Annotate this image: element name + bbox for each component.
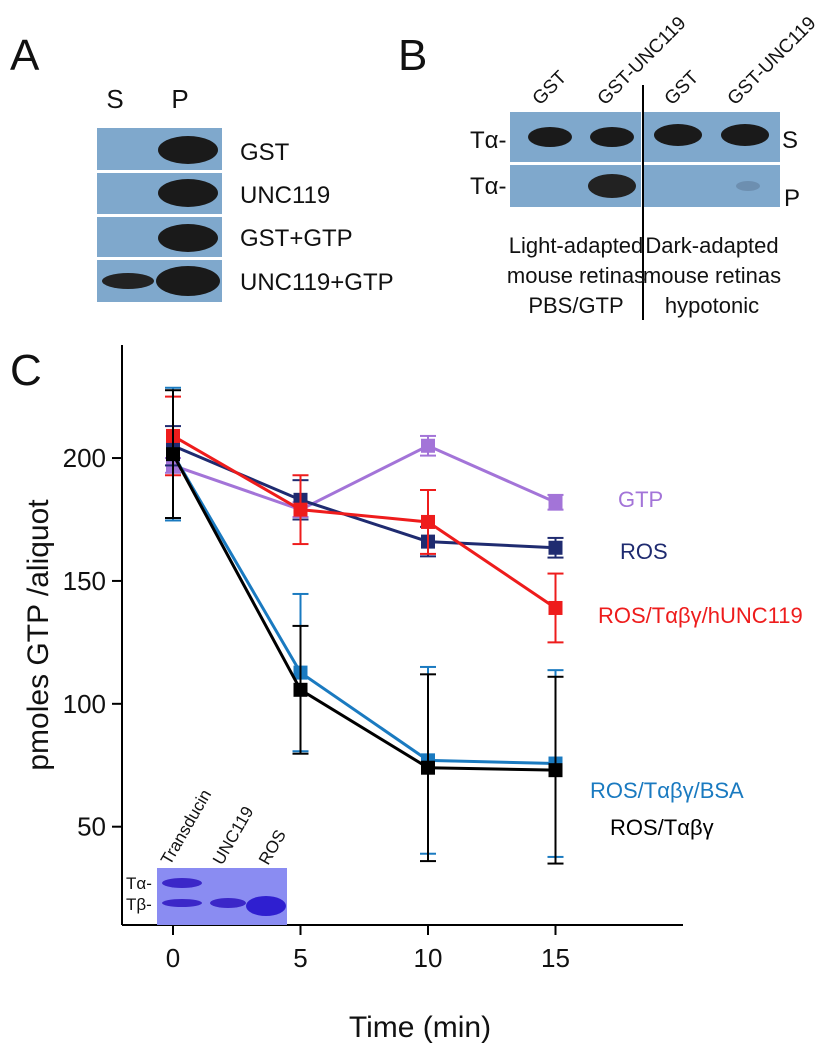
row-label: GST: [240, 139, 290, 166]
y-tick-label: 200: [63, 443, 106, 473]
condition-text: hypotonic: [665, 293, 759, 318]
row-label: UNC119+GTP: [240, 269, 394, 296]
row-label: Tα-: [470, 127, 507, 154]
x-tick-label: 5: [293, 943, 307, 973]
condition-text: mouse retinas: [507, 263, 645, 288]
marker: [548, 763, 563, 778]
marker: [421, 438, 435, 453]
inset-band-label: Tβ-: [126, 895, 152, 914]
panel-label: C: [10, 346, 42, 395]
lane-label: GST: [661, 67, 704, 110]
column-label: S: [106, 84, 123, 114]
panel-label: B: [398, 31, 427, 80]
inset-gel: [157, 868, 287, 925]
panel-label: A: [10, 31, 40, 80]
series-line: [172, 444, 556, 550]
x-tick-label: 15: [541, 943, 570, 973]
inset-lane-label: UNC119: [209, 803, 257, 868]
row-label: GST+GTP: [240, 225, 353, 252]
marker: [293, 502, 308, 517]
series-line: [171, 453, 556, 772]
condition-text: Dark-adapted: [645, 233, 778, 258]
x-tick-label: 0: [166, 943, 180, 973]
series-line: [172, 444, 557, 512]
marker: [166, 447, 180, 462]
y-tick-label: 100: [63, 689, 106, 719]
condition-text: mouse retinas: [643, 263, 781, 288]
marker: [293, 682, 308, 697]
marker: [548, 495, 563, 510]
row-label: UNC119: [240, 182, 330, 209]
column-label: P: [171, 84, 188, 114]
inset-band-label: Tα-: [126, 874, 152, 893]
legend-label: ROS/Tαβγ/BSA: [590, 778, 744, 803]
marker: [421, 760, 435, 775]
y-tick-label: 150: [63, 566, 106, 596]
y-tick-label: 50: [77, 812, 106, 842]
blot-a: [97, 128, 222, 302]
lane-label: GST-UNC119: [724, 13, 817, 110]
fraction-label: P: [784, 185, 800, 212]
row-label: Tα-: [470, 173, 507, 200]
fraction-label: S: [782, 127, 798, 154]
legend-label: ROS: [620, 539, 668, 564]
y-axis-label: pmoles GTP /aliquot: [22, 499, 55, 771]
marker: [548, 540, 563, 555]
series-line: [172, 434, 557, 610]
legend-label: GTP: [618, 487, 663, 512]
lane-label: GST: [529, 67, 572, 110]
x-axis-label: Time (min): [349, 1011, 491, 1044]
legend-label: ROS/Tαβγ/hUNC119: [598, 603, 803, 628]
inset-lane-label: Transducin: [157, 786, 215, 868]
legend-label: ROS/Tαβγ: [610, 815, 714, 840]
series-line: [171, 453, 556, 766]
blot-b: [510, 85, 780, 320]
condition-text: Light-adapted: [509, 233, 644, 258]
inset-lane-label: ROS: [255, 827, 290, 868]
condition-text: PBS/GTP: [528, 293, 623, 318]
marker: [548, 600, 563, 615]
x-tick-label: 10: [414, 943, 443, 973]
marker: [421, 514, 435, 529]
